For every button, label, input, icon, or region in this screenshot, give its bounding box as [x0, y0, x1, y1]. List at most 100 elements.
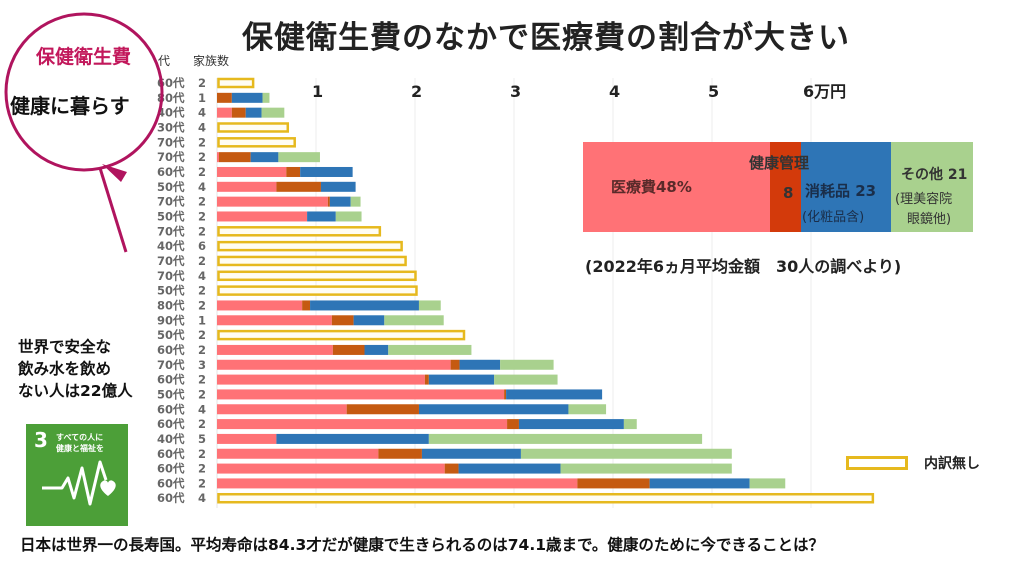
bar-segment-health-mgmt [327, 196, 330, 207]
row-age-label: 50代 [157, 328, 185, 342]
bar-segment-health-mgmt [577, 478, 650, 489]
summary-segment-other [891, 142, 973, 232]
sdg-number: 3 [34, 428, 48, 452]
bar-segment-other [350, 196, 361, 207]
bar-segment-consumables [364, 344, 389, 355]
bar-segment-consumables [353, 315, 385, 326]
callout-arrowhead [102, 164, 127, 182]
bar-segment-other [384, 315, 444, 326]
column-header-age: 代 [158, 54, 171, 68]
bar-segment-other [560, 463, 732, 474]
callout-circle [4, 12, 164, 172]
bar-row: 50代 2 [157, 284, 418, 298]
bar-segment-other [520, 448, 732, 459]
bar-no-breakdown [217, 492, 875, 504]
footer-caption: 日本は世界一の長寿国。平均寿命は84.3才だが健康で生きられるのは74.1歳まで… [20, 536, 825, 554]
bar-segment-medical [217, 419, 508, 430]
bar-no-breakdown [217, 240, 403, 252]
summary-consumables-sub: (化粧品含) [802, 210, 865, 225]
bar-no-breakdown [217, 122, 290, 133]
callout-bubble [4, 12, 164, 253]
row-age-label: 60代 [157, 373, 185, 387]
sdg-text: すべての人に 健康と福祉を [56, 432, 104, 454]
row-family-label: 2 [198, 135, 206, 149]
row-age-label: 30代 [157, 120, 185, 134]
bar-segment-other [428, 433, 703, 444]
summary-breakdown-bar: 医療費48% 健康管理 8 消耗品 23 (化粧品含) その他 21 (理美容院… [583, 142, 973, 232]
row-age-label: 60代 [157, 417, 185, 431]
row-age-label: 60代 [157, 476, 185, 490]
summary-other-sub1: (理美容院 [895, 192, 953, 207]
row-age-label: 80代 [157, 91, 185, 105]
water-fact-text: 世界で安全な 飲み水を飲め ない人は22億人 [18, 336, 133, 402]
bar-segment-medical [217, 196, 328, 207]
bar-segment-health-mgmt [444, 463, 459, 474]
summary-segment-health-mgmt [770, 142, 802, 232]
row-family-label: 2 [198, 343, 206, 357]
row-age-label: 70代 [157, 135, 185, 149]
x-tick-label: 4 [609, 82, 620, 101]
row-family-label: 4 [198, 106, 206, 120]
bar-segment-other [623, 419, 637, 430]
bar-segment-health-mgmt [504, 389, 507, 400]
row-family-label: 2 [198, 76, 206, 90]
bar-no-breakdown [217, 285, 418, 296]
bar-no-breakdown [217, 226, 382, 237]
bar-segment-medical [217, 300, 303, 311]
summary-health-label: 健康管理 [749, 154, 810, 172]
bar-segment-consumables [250, 152, 279, 163]
row-family-label: 2 [198, 209, 206, 223]
row-age-label: 60代 [157, 402, 185, 416]
bar-segment-health-mgmt [450, 359, 460, 370]
bar-segment-medical [217, 344, 333, 355]
bar-segment-medical [217, 389, 505, 400]
bar-row: 40代 4 [157, 106, 285, 120]
row-age-label: 70代 [157, 195, 185, 209]
bar-segment-health-mgmt [217, 92, 232, 103]
bar-segment-medical [217, 181, 277, 192]
x-tick-label: 3 [510, 82, 521, 101]
row-age-label: 60代 [157, 76, 185, 90]
bar-no-breakdown [217, 77, 255, 89]
bar-segment-health-mgmt [346, 404, 419, 415]
bar-segment-medical [217, 463, 445, 474]
bar-no-breakdown [217, 255, 407, 267]
bar-row: 60代 2 [157, 447, 732, 461]
bar-segment-other [418, 300, 441, 311]
bar-row: 70代 3 [157, 358, 554, 372]
bar-segment-other [278, 152, 320, 163]
bar-row: 60代 4 [157, 402, 607, 416]
row-age-label: 50代 [157, 387, 185, 401]
bar-segment-consumables [458, 463, 561, 474]
water-fact-line: 世界で安全な [18, 338, 112, 356]
bar-segment-health-mgmt [302, 300, 311, 311]
bubble-subtitle: 健康に暮らす [10, 94, 130, 118]
page-title: 保健衛生費のなかで医療費の割合が大きい [242, 20, 850, 56]
water-fact-line: ない人は22億人 [18, 382, 133, 400]
bar-row: 40代 5 [157, 432, 703, 446]
bar-segment-consumables [649, 478, 750, 489]
row-family-label: 5 [198, 432, 206, 446]
bar-segment-consumables [428, 374, 495, 385]
bar-segment-health-mgmt [332, 344, 365, 355]
bar-segment-consumables [320, 181, 356, 192]
bar-row: 50代 2 [157, 328, 466, 342]
row-family-label: 2 [198, 462, 206, 476]
legend-label: 内訳無し [924, 456, 980, 472]
row-family-label: 2 [198, 150, 206, 164]
bar-row: 80代 2 [157, 298, 441, 312]
bar-row: 70代 2 [157, 150, 320, 164]
row-family-label: 4 [198, 491, 206, 505]
legend: 内訳無し [846, 453, 980, 473]
row-age-label: 70代 [157, 269, 185, 283]
bar-segment-health-mgmt [231, 107, 246, 118]
bar-row: 70代 4 [157, 269, 417, 283]
bar-row: 60代 2 [157, 417, 637, 431]
bar-segment-consumables [245, 107, 262, 118]
row-family-label: 2 [198, 447, 206, 461]
bar-row: 50代 4 [157, 180, 356, 194]
x-tick-label: 1 [312, 82, 323, 101]
row-family-label: 2 [198, 328, 206, 342]
row-family-label: 2 [198, 298, 206, 312]
row-age-label: 40代 [157, 106, 185, 120]
